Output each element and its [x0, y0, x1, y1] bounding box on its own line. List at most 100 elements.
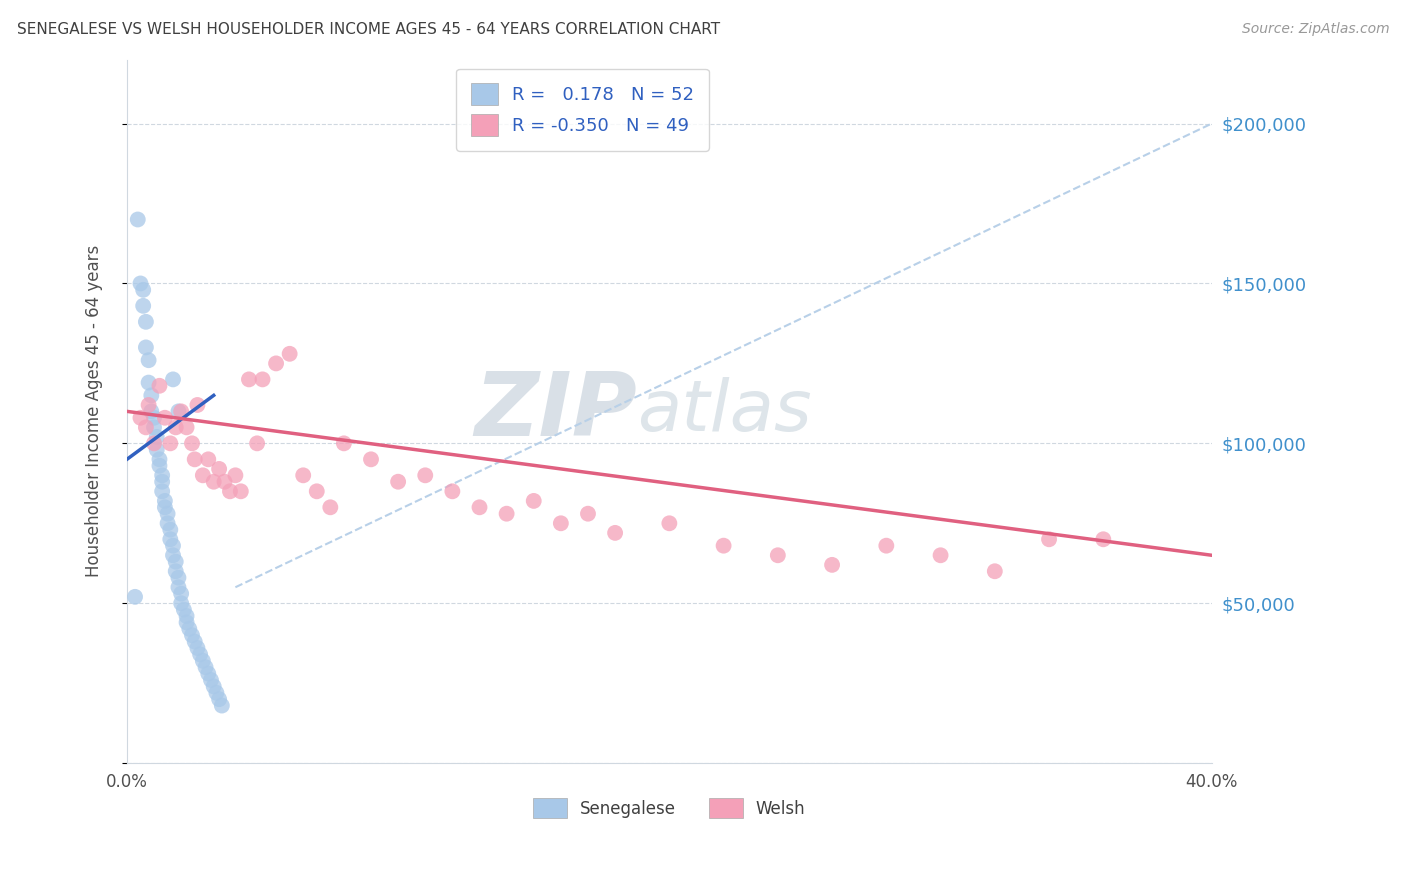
Legend: Senegalese, Welsh: Senegalese, Welsh	[526, 791, 813, 825]
Point	[124, 590, 146, 604]
Point	[167, 404, 190, 418]
Point	[224, 468, 246, 483]
Point	[205, 686, 228, 700]
Point	[176, 615, 198, 630]
Point	[186, 640, 208, 655]
Point	[278, 347, 301, 361]
Point	[138, 353, 160, 368]
Point	[150, 475, 173, 489]
Point	[264, 356, 287, 370]
Point	[150, 468, 173, 483]
Point	[984, 564, 1007, 578]
Y-axis label: Householder Income Ages 45 - 64 years: Householder Income Ages 45 - 64 years	[86, 245, 103, 577]
Point	[603, 525, 626, 540]
Point	[156, 507, 179, 521]
Point	[305, 484, 328, 499]
Point	[159, 523, 181, 537]
Point	[141, 388, 163, 402]
Point	[148, 378, 170, 392]
Point	[167, 571, 190, 585]
Text: SENEGALESE VS WELSH HOUSEHOLDER INCOME AGES 45 - 64 YEARS CORRELATION CHART: SENEGALESE VS WELSH HOUSEHOLDER INCOME A…	[17, 22, 720, 37]
Point	[135, 340, 157, 354]
Point	[153, 410, 176, 425]
Point	[219, 484, 242, 499]
Point	[197, 452, 219, 467]
Point	[188, 648, 211, 662]
Point	[238, 372, 260, 386]
Point	[413, 468, 436, 483]
Point	[162, 548, 184, 562]
Point	[333, 436, 356, 450]
Point	[360, 452, 382, 467]
Point	[153, 494, 176, 508]
Point	[523, 494, 546, 508]
Point	[167, 580, 190, 594]
Point	[148, 452, 170, 467]
Point	[197, 666, 219, 681]
Point	[138, 376, 160, 390]
Point	[319, 500, 342, 515]
Point	[145, 442, 167, 457]
Point	[143, 436, 166, 450]
Point	[875, 539, 897, 553]
Point	[165, 555, 187, 569]
Point	[183, 634, 205, 648]
Point	[200, 673, 222, 687]
Point	[191, 468, 214, 483]
Point	[159, 436, 181, 450]
Point	[150, 484, 173, 499]
Point	[181, 436, 204, 450]
Point	[143, 420, 166, 434]
Text: Source: ZipAtlas.com: Source: ZipAtlas.com	[1241, 22, 1389, 37]
Point	[766, 548, 789, 562]
Point	[214, 475, 236, 489]
Point	[202, 475, 225, 489]
Point	[153, 500, 176, 515]
Point	[179, 622, 201, 636]
Point	[129, 277, 152, 291]
Point	[208, 462, 231, 476]
Point	[202, 679, 225, 693]
Point	[145, 430, 167, 444]
Point	[191, 654, 214, 668]
Point	[176, 420, 198, 434]
Point	[252, 372, 274, 386]
Point	[929, 548, 952, 562]
Point	[162, 539, 184, 553]
Point	[148, 458, 170, 473]
Point	[159, 533, 181, 547]
Point	[468, 500, 491, 515]
Point	[246, 436, 269, 450]
Text: atlas: atlas	[637, 376, 811, 446]
Point	[162, 372, 184, 386]
Point	[127, 212, 149, 227]
Point	[713, 539, 735, 553]
Point	[143, 410, 166, 425]
Point	[1092, 533, 1115, 547]
Point	[550, 516, 572, 531]
Point	[211, 698, 233, 713]
Point	[132, 283, 155, 297]
Point	[135, 420, 157, 434]
Point	[1038, 533, 1060, 547]
Point	[183, 452, 205, 467]
Point	[165, 564, 187, 578]
Point	[176, 609, 198, 624]
Point	[170, 596, 193, 610]
Point	[135, 315, 157, 329]
Point	[170, 404, 193, 418]
Text: ZIP: ZIP	[474, 368, 637, 455]
Point	[156, 516, 179, 531]
Point	[194, 660, 217, 674]
Point	[208, 692, 231, 706]
Point	[441, 484, 464, 499]
Point	[132, 299, 155, 313]
Point	[387, 475, 409, 489]
Point	[292, 468, 315, 483]
Point	[138, 398, 160, 412]
Point	[165, 420, 187, 434]
Point	[658, 516, 681, 531]
Point	[186, 398, 208, 412]
Point	[141, 404, 163, 418]
Point	[173, 602, 195, 616]
